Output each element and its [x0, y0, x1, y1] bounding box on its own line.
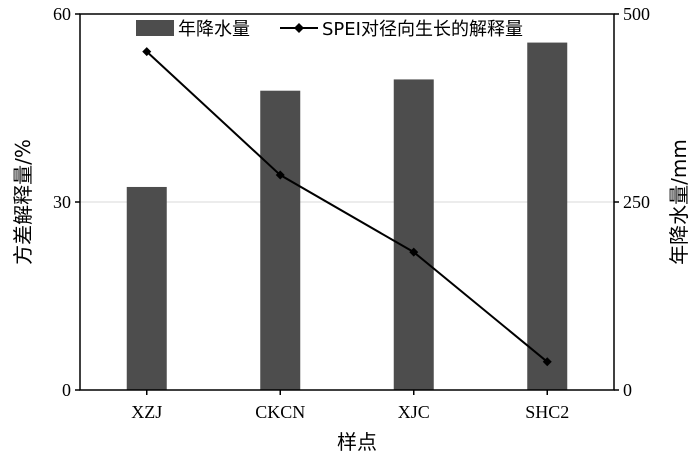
left-axis-title: 方差解释量/%: [11, 139, 35, 265]
legend-bar-label: 年降水量: [178, 19, 250, 40]
x-tick-label: XZJ: [131, 402, 162, 422]
spei-point-xzj: [142, 47, 152, 57]
ticks-layer: 0 30 60 0 250 500 XZJ CKCN XJC SHC2: [53, 4, 650, 422]
x-tick-label: SHC2: [525, 402, 569, 422]
bar-xjc: [393, 79, 434, 390]
left-tick-label: 60: [53, 4, 71, 24]
legend-bar-swatch: [136, 20, 174, 36]
right-axis-title: 年降水量/mm: [667, 139, 691, 265]
spei-line: [146, 50, 548, 363]
left-tick-label: 0: [62, 380, 71, 400]
line-layer: [142, 47, 552, 367]
legend-line-marker: [294, 23, 304, 33]
left-tick-label: 30: [53, 192, 71, 212]
x-tick-label: CKCN: [255, 402, 305, 422]
spei-point-ckcn: [275, 170, 285, 180]
bar-xzj: [126, 186, 167, 390]
x-tick-label: XJC: [398, 402, 430, 422]
spei-point-shc2: [542, 357, 552, 367]
legend: 年降水量 SPEI对径向生长的解释量: [136, 19, 523, 40]
bars-layer: [126, 42, 568, 391]
bar-ckcn: [260, 90, 301, 390]
right-tick-label: 500: [623, 4, 650, 24]
right-tick-label: 0: [623, 380, 632, 400]
x-axis-title: 样点: [337, 430, 377, 454]
bar-shc2: [527, 42, 568, 391]
spei-point-xjc: [409, 247, 419, 257]
right-tick-label: 250: [623, 192, 650, 212]
legend-line-label: SPEI对径向生长的解释量: [322, 19, 523, 40]
